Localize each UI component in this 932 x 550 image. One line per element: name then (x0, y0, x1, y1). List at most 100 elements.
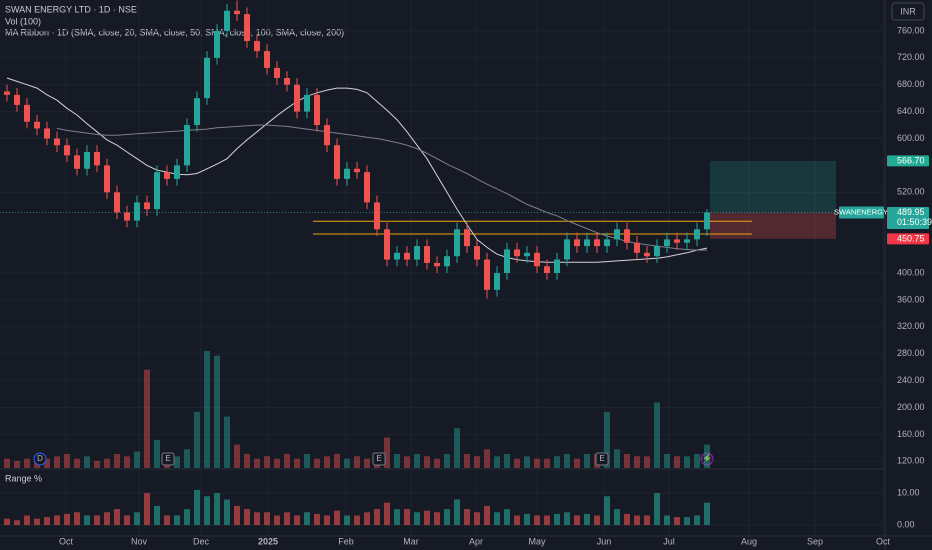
volume-bar (134, 451, 140, 468)
candle-body (404, 252, 410, 260)
candle-body (424, 246, 430, 263)
range-bar (314, 513, 320, 526)
candle-body (144, 202, 150, 210)
y-tick-label: 160.00 (897, 429, 925, 439)
candle-body (184, 125, 190, 166)
candle-body (444, 256, 450, 267)
y-tick-label: 720.00 (897, 52, 925, 62)
candle-body (464, 229, 470, 247)
candle-body (314, 94, 320, 126)
dividend-icon[interactable] (700, 452, 714, 466)
volume-bar (154, 439, 160, 468)
range-bar (644, 515, 650, 526)
range-bar (234, 505, 240, 526)
target-badge-label: 566.70 (897, 155, 925, 165)
volume-bar (294, 458, 300, 468)
range-bar (174, 515, 180, 526)
range-bar (284, 512, 290, 526)
volume-bar (24, 458, 30, 468)
volume-bar (614, 449, 620, 468)
volume-bar (84, 456, 90, 468)
range-bar (294, 515, 300, 526)
range-bar (694, 515, 700, 526)
range-bar (514, 515, 520, 526)
range-bar (434, 512, 440, 526)
candle-body (4, 91, 10, 95)
candle-body (194, 98, 200, 126)
candle-body (544, 266, 550, 273)
volume-bar (94, 460, 100, 468)
y-tick-label: 600.00 (897, 133, 925, 143)
range-tick-label: 0.00 (897, 519, 915, 529)
range-bar (14, 520, 20, 526)
candle-body (394, 252, 400, 260)
x-tick-label: Dec (193, 536, 210, 546)
volume-bar (114, 453, 120, 468)
candle-body (114, 192, 120, 213)
volume-bar (44, 458, 50, 468)
range-bar (544, 515, 550, 526)
range-bar (524, 513, 530, 526)
target-zone (710, 160, 836, 213)
range-bar (34, 518, 40, 526)
volume-bar (244, 453, 250, 468)
volume-bar (674, 456, 680, 468)
volume-bar (464, 453, 470, 468)
volume-bar (414, 453, 420, 468)
range-bar (634, 515, 640, 526)
x-tick-label: Jul (663, 536, 675, 546)
range-bar (354, 515, 360, 526)
x-tick-label: May (528, 536, 546, 546)
range-bar (494, 512, 500, 526)
candle-body (14, 94, 20, 105)
candle-body (364, 172, 370, 203)
range-bar (584, 513, 590, 526)
ma-title: MA Ribbon · 1D (SMA, close, 20, SMA, clo… (5, 27, 344, 37)
candle-body (304, 94, 310, 112)
candle-body (334, 145, 340, 179)
volume-bar (64, 453, 70, 468)
candle-body (554, 259, 560, 273)
volume-bar (474, 456, 480, 468)
x-tick-label: Oct (876, 536, 891, 546)
volume-bar (314, 458, 320, 468)
volume-bar (544, 458, 550, 468)
event-label: D (37, 454, 43, 463)
symbol-label: SWANENERGY (834, 208, 888, 217)
currency[interactable]: INR (900, 6, 916, 16)
candle-body (74, 155, 80, 169)
range-bar (154, 505, 160, 526)
range-bar (394, 509, 400, 526)
volume-bar (584, 453, 590, 468)
y-tick-label: 320.00 (897, 321, 925, 331)
volume-bar (204, 351, 210, 468)
y-tick-label: 400.00 (897, 267, 925, 277)
range-bar (64, 513, 70, 526)
candle-body (594, 239, 600, 247)
candle-body (434, 262, 440, 267)
candle-body (504, 249, 510, 273)
dividend-icon-glyph: ⚡ (702, 453, 712, 463)
candle-body (374, 202, 380, 230)
candle-body (344, 168, 350, 179)
candle-body (254, 41, 260, 52)
x-tick-label: Feb (338, 536, 354, 546)
event-badge (372, 452, 386, 466)
candle-body (674, 239, 680, 243)
y-tick-label: 760.00 (897, 25, 925, 35)
candle-body (634, 242, 640, 253)
currency-box[interactable] (891, 2, 925, 21)
volume-bar (284, 453, 290, 468)
range-bar (444, 509, 450, 526)
candle-body (64, 145, 70, 156)
range-tick-label: 10.00 (897, 487, 920, 497)
volume-bar (524, 456, 530, 468)
volume-bar (384, 437, 390, 468)
stop-badge (887, 233, 929, 245)
candle-body (494, 273, 500, 290)
range-bar (184, 509, 190, 526)
range-bar (164, 515, 170, 526)
candle-body (584, 239, 590, 247)
candle-body (574, 239, 580, 247)
